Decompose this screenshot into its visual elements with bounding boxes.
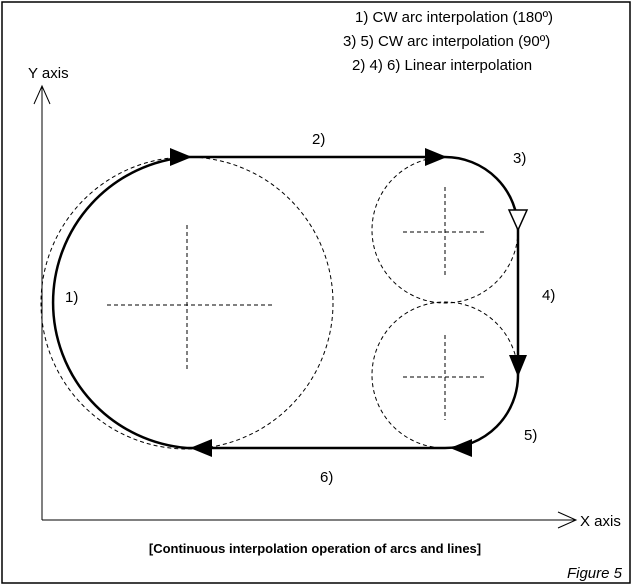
legend-line: 3) 5) CW arc interpolation (90º) [343, 33, 550, 50]
arrow [507, 209, 529, 232]
y-arrow [33, 84, 51, 105]
segment-label: 2) [312, 131, 325, 148]
segment-label: 5) [524, 427, 537, 444]
tool-path [51, 155, 520, 450]
segment-label: 6) [320, 469, 333, 486]
segment-label: 1) [65, 289, 78, 306]
arrow [170, 148, 192, 166]
arrow [190, 439, 212, 457]
x-arrow [557, 511, 578, 529]
x-axis-label: X axis [580, 513, 621, 530]
segment-label: 3) [513, 150, 526, 167]
y-axis-label: Y axis [28, 65, 69, 82]
caption: [Continuous interpolation operation of a… [149, 541, 481, 556]
arrow [509, 355, 527, 377]
crosshairs [107, 187, 487, 420]
segment-label: 4) [542, 287, 555, 304]
arrow [425, 148, 447, 166]
arrow [450, 439, 472, 457]
legend-line: 1) CW arc interpolation (180º) [355, 9, 553, 26]
figure-label: Figure 5 [567, 565, 623, 582]
legend-line: 2) 4) 6) Linear interpolation [352, 57, 532, 74]
